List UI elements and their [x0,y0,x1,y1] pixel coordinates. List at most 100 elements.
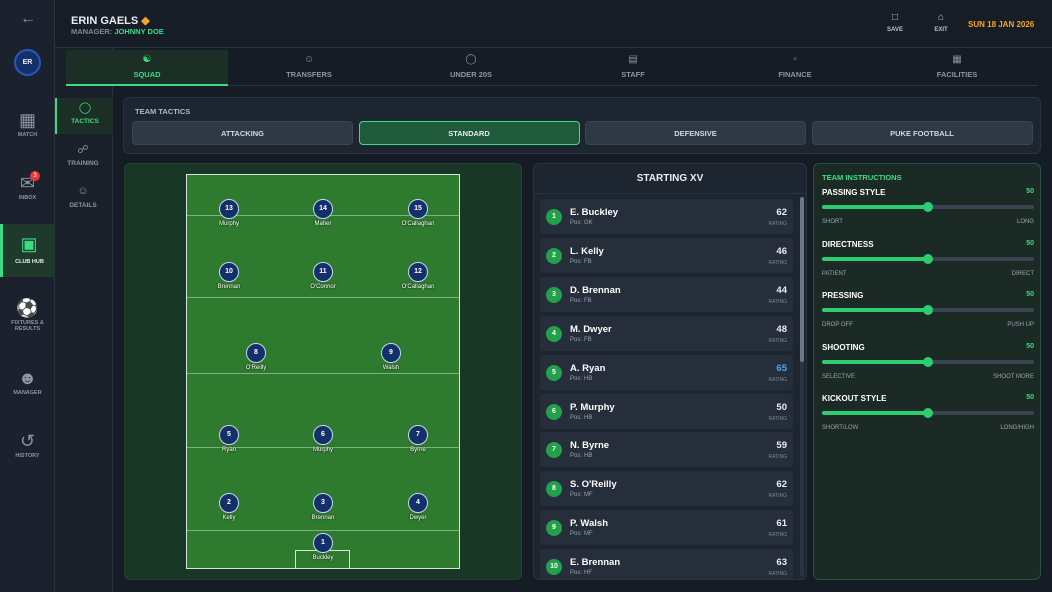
player-row[interactable]: 9 P. Walsh Pos: MF 61 RATING [540,510,793,546]
pitch-player[interactable]: 12 O'Callaghan [388,262,448,296]
sidebar-item[interactable]: ⚽ FIXTURES & RESULTS [0,296,55,340]
rating-label: RATING [768,493,787,500]
tactic-option[interactable]: DEFENSIVE [585,121,806,145]
pos-value: FB [584,258,592,265]
tab[interactable]: ☺ TRANSFERS [228,50,390,86]
slider[interactable] [822,408,1034,418]
slider[interactable] [822,356,1034,367]
instruction-name: PRESSING [822,291,864,300]
exit-button[interactable]: ⌂ EXIT [926,12,956,33]
slider[interactable] [822,253,1034,264]
avatar[interactable]: ER [14,49,41,76]
pitch-player[interactable]: 11 O'Connor [293,262,353,296]
tab-label: UNDER 20S [449,70,493,79]
subnav-item[interactable]: ☺ DETAILS [55,182,113,218]
pitch-player[interactable]: 2 Kelly [199,493,259,527]
player-rating: 65 [776,362,787,374]
sidebar-label: HISTORY [15,453,40,459]
header [55,0,1052,48]
player-row[interactable]: 10 E. Brennan Pos: HF 63 RATING [540,549,793,579]
slider-thumb[interactable] [923,305,933,315]
pitch-player[interactable]: 14 Maher [293,199,353,233]
sidebar-item[interactable]: ↺ HISTORY [0,429,55,473]
subnav [55,48,113,592]
subnav-icon: ◯ [78,102,92,114]
pitch-player[interactable]: 5 Ryan [199,425,259,459]
player-row[interactable]: 4 M. Dwyer Pos: FB 48 RATING [540,315,793,351]
slider-max-label: SHOOT MORE [993,373,1034,380]
rating-label: RATING [768,376,787,383]
slider-thumb[interactable] [923,202,933,212]
sidebar-label: FIXTURES & RESULTS [11,320,44,332]
save-button[interactable]: □ SAVE [880,12,910,33]
tactic-option[interactable]: PUKE FOOTBALL [811,121,1033,145]
tab[interactable]: ☯ SQUAD [66,50,228,86]
pitch-player[interactable]: 6 Murphy [293,425,353,459]
tab[interactable]: ▫ FINANCE [714,50,876,86]
pitch-player[interactable]: 7 Byrne [388,425,448,459]
subnav-item[interactable]: ◯ TACTICS [55,98,113,134]
player-row[interactable]: 6 P. Murphy Pos: HB 50 RATING [540,393,793,429]
pitch-player[interactable]: 9 Walsh [361,343,421,377]
slider-thumb[interactable] [923,253,933,264]
player-token: 15 [408,199,428,219]
back-button[interactable]: ← [20,10,36,27]
slider[interactable] [822,202,1034,212]
date: SUN 18 JAN 2026 [968,20,1035,29]
player-row[interactable]: 2 L. Kelly Pos: FB 46 RATING [540,237,793,273]
rating-label: RATING [768,259,787,266]
slider-thumb[interactable] [923,408,933,418]
player-name: Murphy [218,221,239,227]
pitch-player[interactable]: 10 Brennan [199,262,259,296]
pos-label: Pos: [570,453,583,460]
tab[interactable]: ◯ UNDER 20S [390,50,552,86]
player-row[interactable]: 5 A. Ryan Pos: HB 65 RATING [540,354,793,390]
pitch-player[interactable]: 3 Brennan [293,493,353,527]
player-name: Brennan [217,284,241,290]
tab[interactable]: ▦ FACILITIES [876,50,1038,86]
pos-value: HF [584,570,593,577]
tactic-option[interactable]: ATTACKING [132,121,353,145]
sidebar-item[interactable]: ☻ MANAGER [0,366,55,410]
sidebar-item[interactable]: ✉ INBOX 3 [0,171,55,215]
pitch-player[interactable]: 8 O'Reilly [226,343,286,377]
tab-label: FINANCE [778,70,812,79]
player-row[interactable]: 8 S. O'Reilly Pos: MF 62 RATING [540,471,793,507]
slider-thumb[interactable] [923,356,933,367]
player-row[interactable]: 3 D. Brennan Pos: FB 44 RATING [540,276,793,312]
scrollbar-thumb[interactable] [800,197,804,362]
player-token: 9 [381,343,401,363]
rating-label: RATING [768,454,787,461]
player-row[interactable]: 1 E. Buckley Pos: GK 62 RATING [540,199,793,234]
sidebar-item[interactable]: ▣ CLUB HUB [0,224,55,277]
sidebar-item[interactable]: ▦ MATCH [0,108,55,152]
starting-title: STARTING XV [534,164,806,194]
slider-fill [822,256,928,261]
instruction-value: 50 [1026,188,1034,195]
instruction: SHOOTING 50 SELECTIVE SHOOT MORE [822,343,1034,391]
rating-label: RATING [768,221,787,227]
player-row[interactable]: 7 N. Byrne Pos: HB 59 RATING [540,432,793,468]
slider-min-label: PATIENT [822,270,847,277]
sidebar-icon: ↺ [19,431,36,451]
instruction-value: 50 [1026,239,1034,247]
player-name: Murphy [312,447,333,453]
pitch-player[interactable]: 13 Murphy [199,199,259,233]
pos-value: MF [584,492,593,499]
pitch-player[interactable]: 4 Dwyer [388,493,448,527]
player-token: 2 [219,493,239,513]
tactic-option[interactable]: STANDARD [358,121,580,145]
pos-value: FB [584,297,592,304]
pitch-player[interactable]: 15 O'Callaghan [388,199,448,233]
slider-max-label: LONG [1016,219,1034,225]
subnav-item[interactable]: ☍ TRAINING [55,140,113,176]
player-name: O'Callaghan [401,284,435,290]
tab[interactable]: ▤ STAFF [552,50,714,86]
player-name: S. O'Reilly [570,479,617,491]
slider[interactable] [822,305,1034,315]
sidebar-label: MATCH [17,132,38,138]
number-badge: 8 [546,481,562,498]
pitch-player[interactable]: 1 Buckley [293,533,353,567]
player-name: Maher [314,221,332,227]
subnav-icon: ☍ [77,144,89,156]
